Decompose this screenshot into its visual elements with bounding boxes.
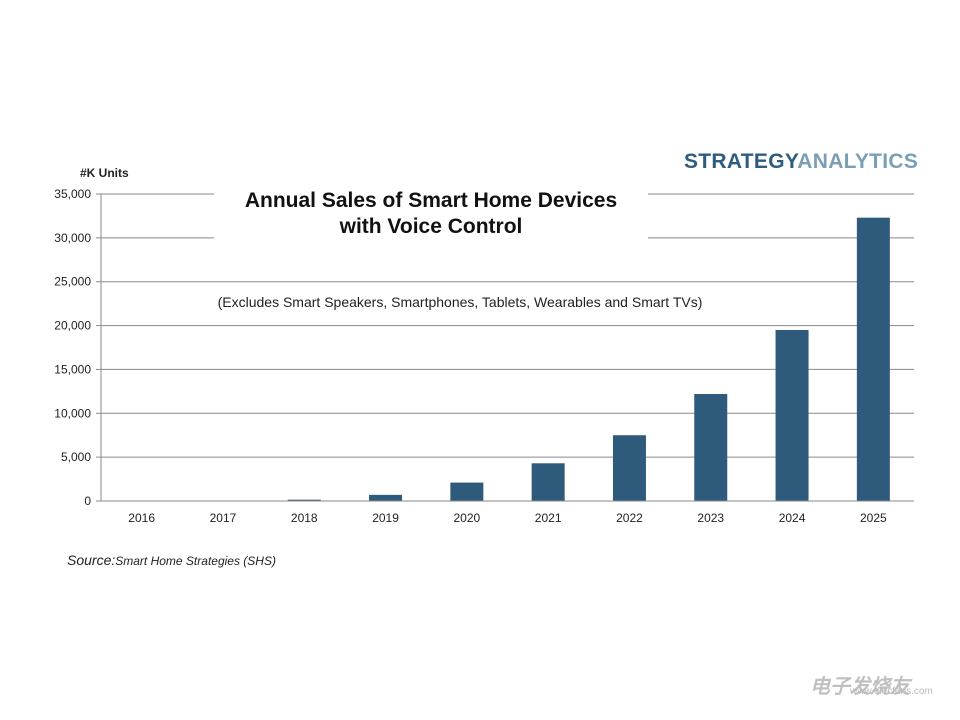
y-tick-labels: 0 5,000 10,000 15,000 20,000 25,000 30,000 35,0…	[54, 187, 91, 508]
bar-2019	[369, 494, 403, 501]
bar-2018	[287, 499, 321, 501]
y-tick-label: 15,000	[54, 362, 91, 376]
x-tick-label: 2018	[291, 511, 318, 525]
y-tick-label: 10,000	[54, 406, 91, 420]
y-tick-label: 25,000	[54, 275, 91, 289]
source-prefix: Source:	[67, 552, 116, 568]
x-tick-label: 2022	[616, 511, 643, 525]
x-tick-label: 2025	[860, 511, 887, 525]
x-tick-label: 2017	[210, 511, 237, 525]
chart-title-line-1: Annual Sales of Smart Home Devices	[244, 189, 618, 212]
x-tick-label: 2021	[535, 511, 562, 525]
brand-part-2: ANALYTICS	[797, 150, 919, 173]
y-tick-label: 0	[84, 494, 91, 508]
brand-part-1: STRATEGY	[684, 150, 798, 173]
bar-2024	[775, 329, 809, 501]
watermark-url: www.elecfans.com	[850, 686, 933, 697]
source-note: Source:Smart Home Strategies (SHS)	[67, 552, 276, 568]
y-axis-label: #K Units	[80, 166, 129, 180]
bars	[125, 217, 890, 501]
bar-2022	[612, 435, 646, 501]
watermark: 电子发烧友 www.elecfans.com	[810, 670, 933, 699]
bar-2020	[450, 482, 484, 501]
x-tick-label: 2024	[779, 511, 806, 525]
x-tick-label: 2023	[697, 511, 724, 525]
chart-title-line-2: with Voice Control	[339, 215, 523, 238]
bar-2025	[856, 217, 890, 501]
y-tick-label: 35,000	[54, 187, 91, 201]
x-tick-label: 2020	[453, 511, 480, 525]
y-tick-label: 30,000	[54, 231, 91, 245]
source-text: Smart Home Strategies (SHS)	[115, 554, 276, 568]
brand-logo: STRATEGYANALYTICS	[684, 150, 918, 174]
bar-2023	[694, 393, 728, 501]
x-tick-label: 2019	[372, 511, 399, 525]
y-tick-label: 5,000	[61, 450, 91, 464]
axes	[96, 193, 914, 502]
chart-title: Annual Sales of Smart Home Devices with …	[214, 186, 648, 244]
bar-2021	[531, 463, 565, 501]
x-tick-labels: 2016 2017 2018 2019 2020 2021 2022 2023 2024 2025	[128, 511, 887, 525]
x-tick-label: 2016	[128, 511, 155, 525]
y-tick-label: 20,000	[54, 319, 91, 333]
chart-subtitle: (Excludes Smart Speakers, Smartphones, T…	[217, 294, 703, 310]
watermark-main: 电子发烧友	[810, 676, 910, 698]
